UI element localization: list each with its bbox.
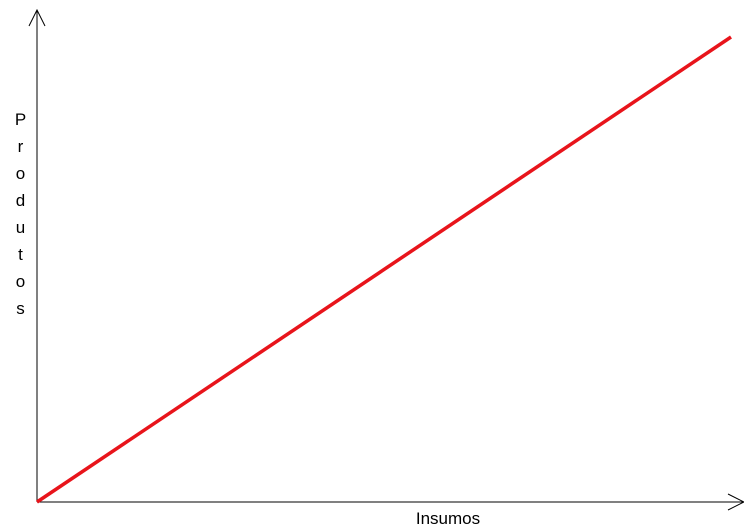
production-line bbox=[36, 35, 732, 504]
y-arrow bbox=[28, 8, 46, 27]
y-axis-label: Produtos bbox=[11, 110, 30, 326]
x-arrow bbox=[727, 493, 744, 511]
x-axis-label: Insumos bbox=[415, 509, 481, 528]
